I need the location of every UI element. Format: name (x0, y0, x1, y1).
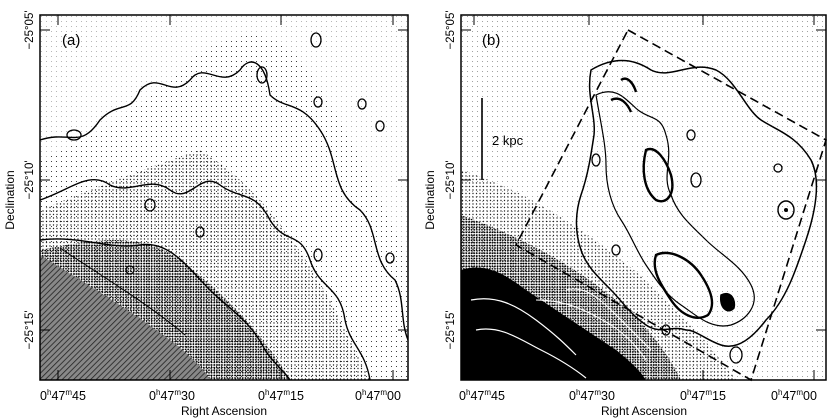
panel-b-xtick-1: 0h47m45 (459, 388, 505, 403)
panel-a-ytick-3: −25°15' (24, 310, 36, 349)
panel-a-xlabel: Right Ascension (181, 404, 267, 418)
panel-b-ylabel: Declination (423, 170, 437, 229)
panel-a-image (40, 15, 408, 380)
panel-a-xtick-3: 0h47m15 (258, 388, 304, 403)
panel-a-xtick-1: 0h47m45 (40, 388, 86, 403)
panel-a-xticklabels: 0h47m45 0h47m30 0h47m15 0h47m00 (40, 388, 401, 403)
panel-b-xtick-4: 0h47m00 (771, 388, 817, 403)
panel-a-ylabel: Declination (3, 170, 17, 229)
panel-a-xtick-2: 0h47m30 (149, 388, 195, 403)
panel-b-label: (b) (482, 32, 500, 49)
panel-a-label: (a) (62, 32, 80, 49)
panel-b-xticklabels: 0h47m45 0h47m30 0h47m15 0h47m00 (459, 388, 817, 403)
panel-b-xtick-3: 0h47m15 (680, 388, 726, 403)
panel-b-svg: 2 kpc (b) −25°05' −25°10' −25°15' Declin… (423, 10, 827, 418)
panel-b-ytick-3: −25°15' (445, 310, 457, 349)
panel-a-xtick-4: 0h47m00 (355, 388, 401, 403)
panel-b-frame (460, 14, 827, 381)
panel-a-ytick-2: −25°10' (24, 160, 36, 199)
panel-b-ytick-1: −25°05' (445, 10, 457, 49)
panel-b-ytick-2: −25°10' (445, 160, 457, 199)
panel-a-svg: (a) −25°05' −25°10' −25°15' Declination … (3, 10, 409, 418)
panel-b-image (461, 15, 826, 380)
panel-b-ticks (461, 15, 826, 380)
panel-b-xtick-2: 0h47m30 (569, 388, 615, 403)
panel-b-scale-bar-label: 2 kpc (492, 133, 524, 148)
panel-a: (a) −25°05' −25°10' −25°15' Declination … (0, 0, 414, 420)
panel-b-xlabel: Right Ascension (601, 404, 687, 418)
panel-b: 2 kpc (b) −25°05' −25°10' −25°15' Declin… (416, 0, 830, 420)
panel-a-ticks (40, 15, 408, 380)
panel-a-frame (39, 14, 409, 381)
panel-a-ytick-1: −25°05' (24, 10, 36, 49)
